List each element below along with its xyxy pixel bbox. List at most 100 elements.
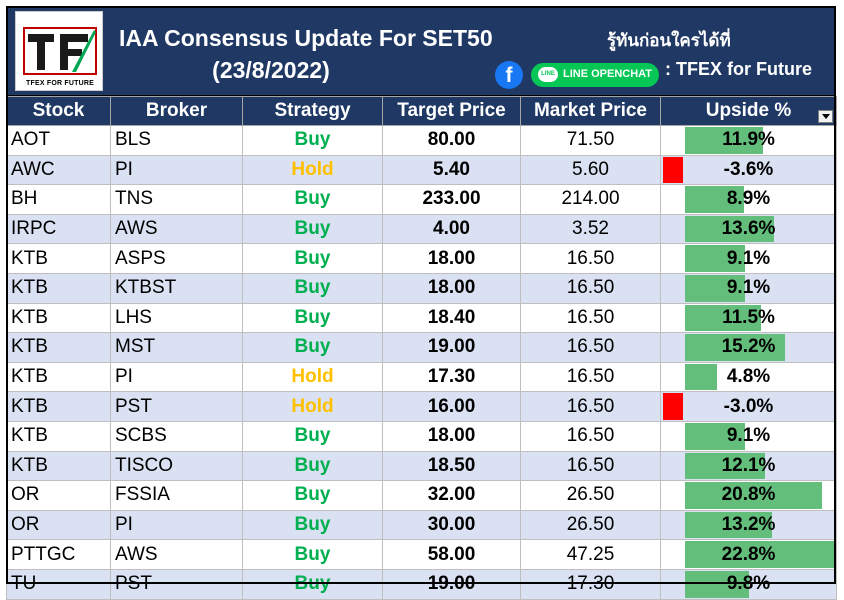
filter-dropdown-icon[interactable]: [818, 110, 833, 123]
upside-cell: 9.8%: [660, 568, 837, 600]
upside-cell: 4.8%: [660, 361, 837, 393]
upside-value: 13.2%: [721, 514, 776, 536]
stock-cell: KTB: [6, 332, 111, 363]
upside-value: 13.6%: [721, 218, 776, 240]
market-price-cell: 16.50: [520, 361, 661, 393]
facebook-icon[interactable]: f: [495, 61, 523, 89]
upside-data-bar: [685, 482, 822, 509]
broker-cell: MST: [110, 332, 243, 363]
table-row: PTTGC AWS Buy 58.00 47.25 22.8%: [6, 539, 837, 570]
stock-cell: KTB: [6, 361, 111, 393]
upside-value: -3.6%: [723, 158, 774, 180]
column-header-target-price: Target Price: [382, 96, 521, 126]
stock-cell: IRPC: [6, 213, 111, 245]
column-header-stock: Stock: [6, 96, 111, 126]
broker-cell: KTBST: [110, 272, 243, 304]
column-header-broker: Broker: [110, 96, 243, 126]
strategy-cell: Buy: [242, 272, 383, 304]
table-row: KTB PI Hold 17.30 16.50 4.8%: [6, 361, 837, 393]
upside-data-bar: [685, 511, 772, 539]
stock-cell: OR: [6, 509, 111, 541]
stock-cell: KTB: [6, 420, 111, 452]
table-row: KTB MST Buy 19.00 16.50 15.2%: [6, 332, 837, 363]
table-row: BH TNS Buy 233.00 214.00 8.9%: [6, 184, 837, 215]
upside-data-bar: [663, 393, 683, 420]
target-price-cell: 4.00: [382, 213, 521, 245]
tfex-group-label: : TFEX for Future: [665, 59, 812, 79]
target-price-cell: 19.00: [382, 332, 521, 363]
upside-data-bar: [685, 215, 775, 243]
upside-value: 20.8%: [721, 484, 776, 506]
upside-data-bar: [685, 186, 744, 213]
market-price-cell: 26.50: [520, 480, 661, 511]
broker-cell: TISCO: [110, 450, 243, 482]
target-price-cell: 80.00: [382, 125, 521, 156]
broker-cell: TNS: [110, 184, 243, 215]
upside-data-bar: [685, 363, 717, 391]
stock-cell: KTB: [6, 391, 111, 422]
upside-cell: 9.1%: [660, 272, 837, 304]
upside-value: 15.2%: [721, 336, 776, 358]
upside-data-bar: [685, 245, 745, 272]
upside-value: 9.8%: [726, 573, 771, 595]
page-date: (23/8/2022): [212, 57, 330, 83]
upside-data-bar: [685, 304, 761, 332]
upside-cell: 20.8%: [660, 480, 837, 511]
target-price-cell: 16.00: [382, 391, 521, 422]
upside-data-bar: [685, 422, 745, 450]
target-price-cell: 18.00: [382, 420, 521, 452]
broker-cell: BLS: [110, 125, 243, 156]
column-header-upside: Upside %: [660, 96, 837, 126]
upside-value: -3.0%: [723, 395, 774, 417]
market-price-cell: 71.50: [520, 125, 661, 156]
table-row: TU PST Buy 19.00 17.30 9.8%: [6, 568, 837, 600]
line-icon: LINE: [538, 67, 558, 82]
strategy-cell: Buy: [242, 302, 383, 334]
upside-data-bar: [685, 274, 745, 302]
upside-data-bar: [685, 541, 835, 568]
market-price-cell: 47.25: [520, 539, 661, 570]
upside-value: 9.1%: [726, 425, 771, 447]
upside-data-bar: [685, 452, 765, 480]
upside-cell: 13.2%: [660, 509, 837, 541]
table-row: KTB TISCO Buy 18.50 16.50 12.1%: [6, 450, 837, 482]
page-title: IAA Consensus Update For SET50: [119, 25, 493, 51]
upside-value: 11.9%: [722, 129, 775, 151]
target-price-cell: 233.00: [382, 184, 521, 215]
strategy-cell: Buy: [242, 480, 383, 511]
broker-cell: PI: [110, 509, 243, 541]
stock-cell: BH: [6, 184, 111, 215]
strategy-cell: Buy: [242, 184, 383, 215]
upside-cell: 15.2%: [660, 332, 837, 363]
strategy-cell: Buy: [242, 213, 383, 245]
broker-cell: SCBS: [110, 420, 243, 452]
stock-cell: KTB: [6, 450, 111, 482]
upside-cell: 9.1%: [660, 420, 837, 452]
column-header-market-price: Market Price: [520, 96, 661, 126]
line-openchat-badge[interactable]: LINE LINE OPENCHAT: [531, 63, 659, 87]
tf-logo-icon: [23, 27, 97, 75]
target-price-cell: 58.00: [382, 539, 521, 570]
table-row: KTB SCBS Buy 18.00 16.50 9.1%: [6, 420, 837, 452]
market-price-cell: 16.50: [520, 391, 661, 422]
table-row: AWC PI Hold 5.40 5.60 -3.6%: [6, 154, 837, 186]
market-price-cell: 16.50: [520, 243, 661, 274]
target-price-cell: 18.00: [382, 272, 521, 304]
table-row: KTB KTBST Buy 18.00 16.50 9.1%: [6, 272, 837, 304]
broker-cell: PI: [110, 361, 243, 393]
upside-data-bar: [685, 127, 764, 154]
stock-cell: KTB: [6, 272, 111, 304]
consensus-table: Stock Broker Strategy Target Price Marke…: [6, 96, 837, 600]
upside-cell: 13.6%: [660, 213, 837, 245]
strategy-cell: Buy: [242, 243, 383, 274]
strategy-cell: Buy: [242, 568, 383, 600]
strategy-cell: Buy: [242, 420, 383, 452]
strategy-cell: Hold: [242, 391, 383, 422]
upside-cell: -3.6%: [660, 154, 837, 186]
strategy-cell: Hold: [242, 154, 383, 186]
table-header-row: Stock Broker Strategy Target Price Marke…: [6, 96, 837, 126]
market-price-cell: 26.50: [520, 509, 661, 541]
upside-data-bar: [663, 156, 683, 184]
upside-cell: 11.5%: [660, 302, 837, 334]
thai-tagline: รู้ทันก่อนใครได้ที่: [607, 31, 731, 50]
